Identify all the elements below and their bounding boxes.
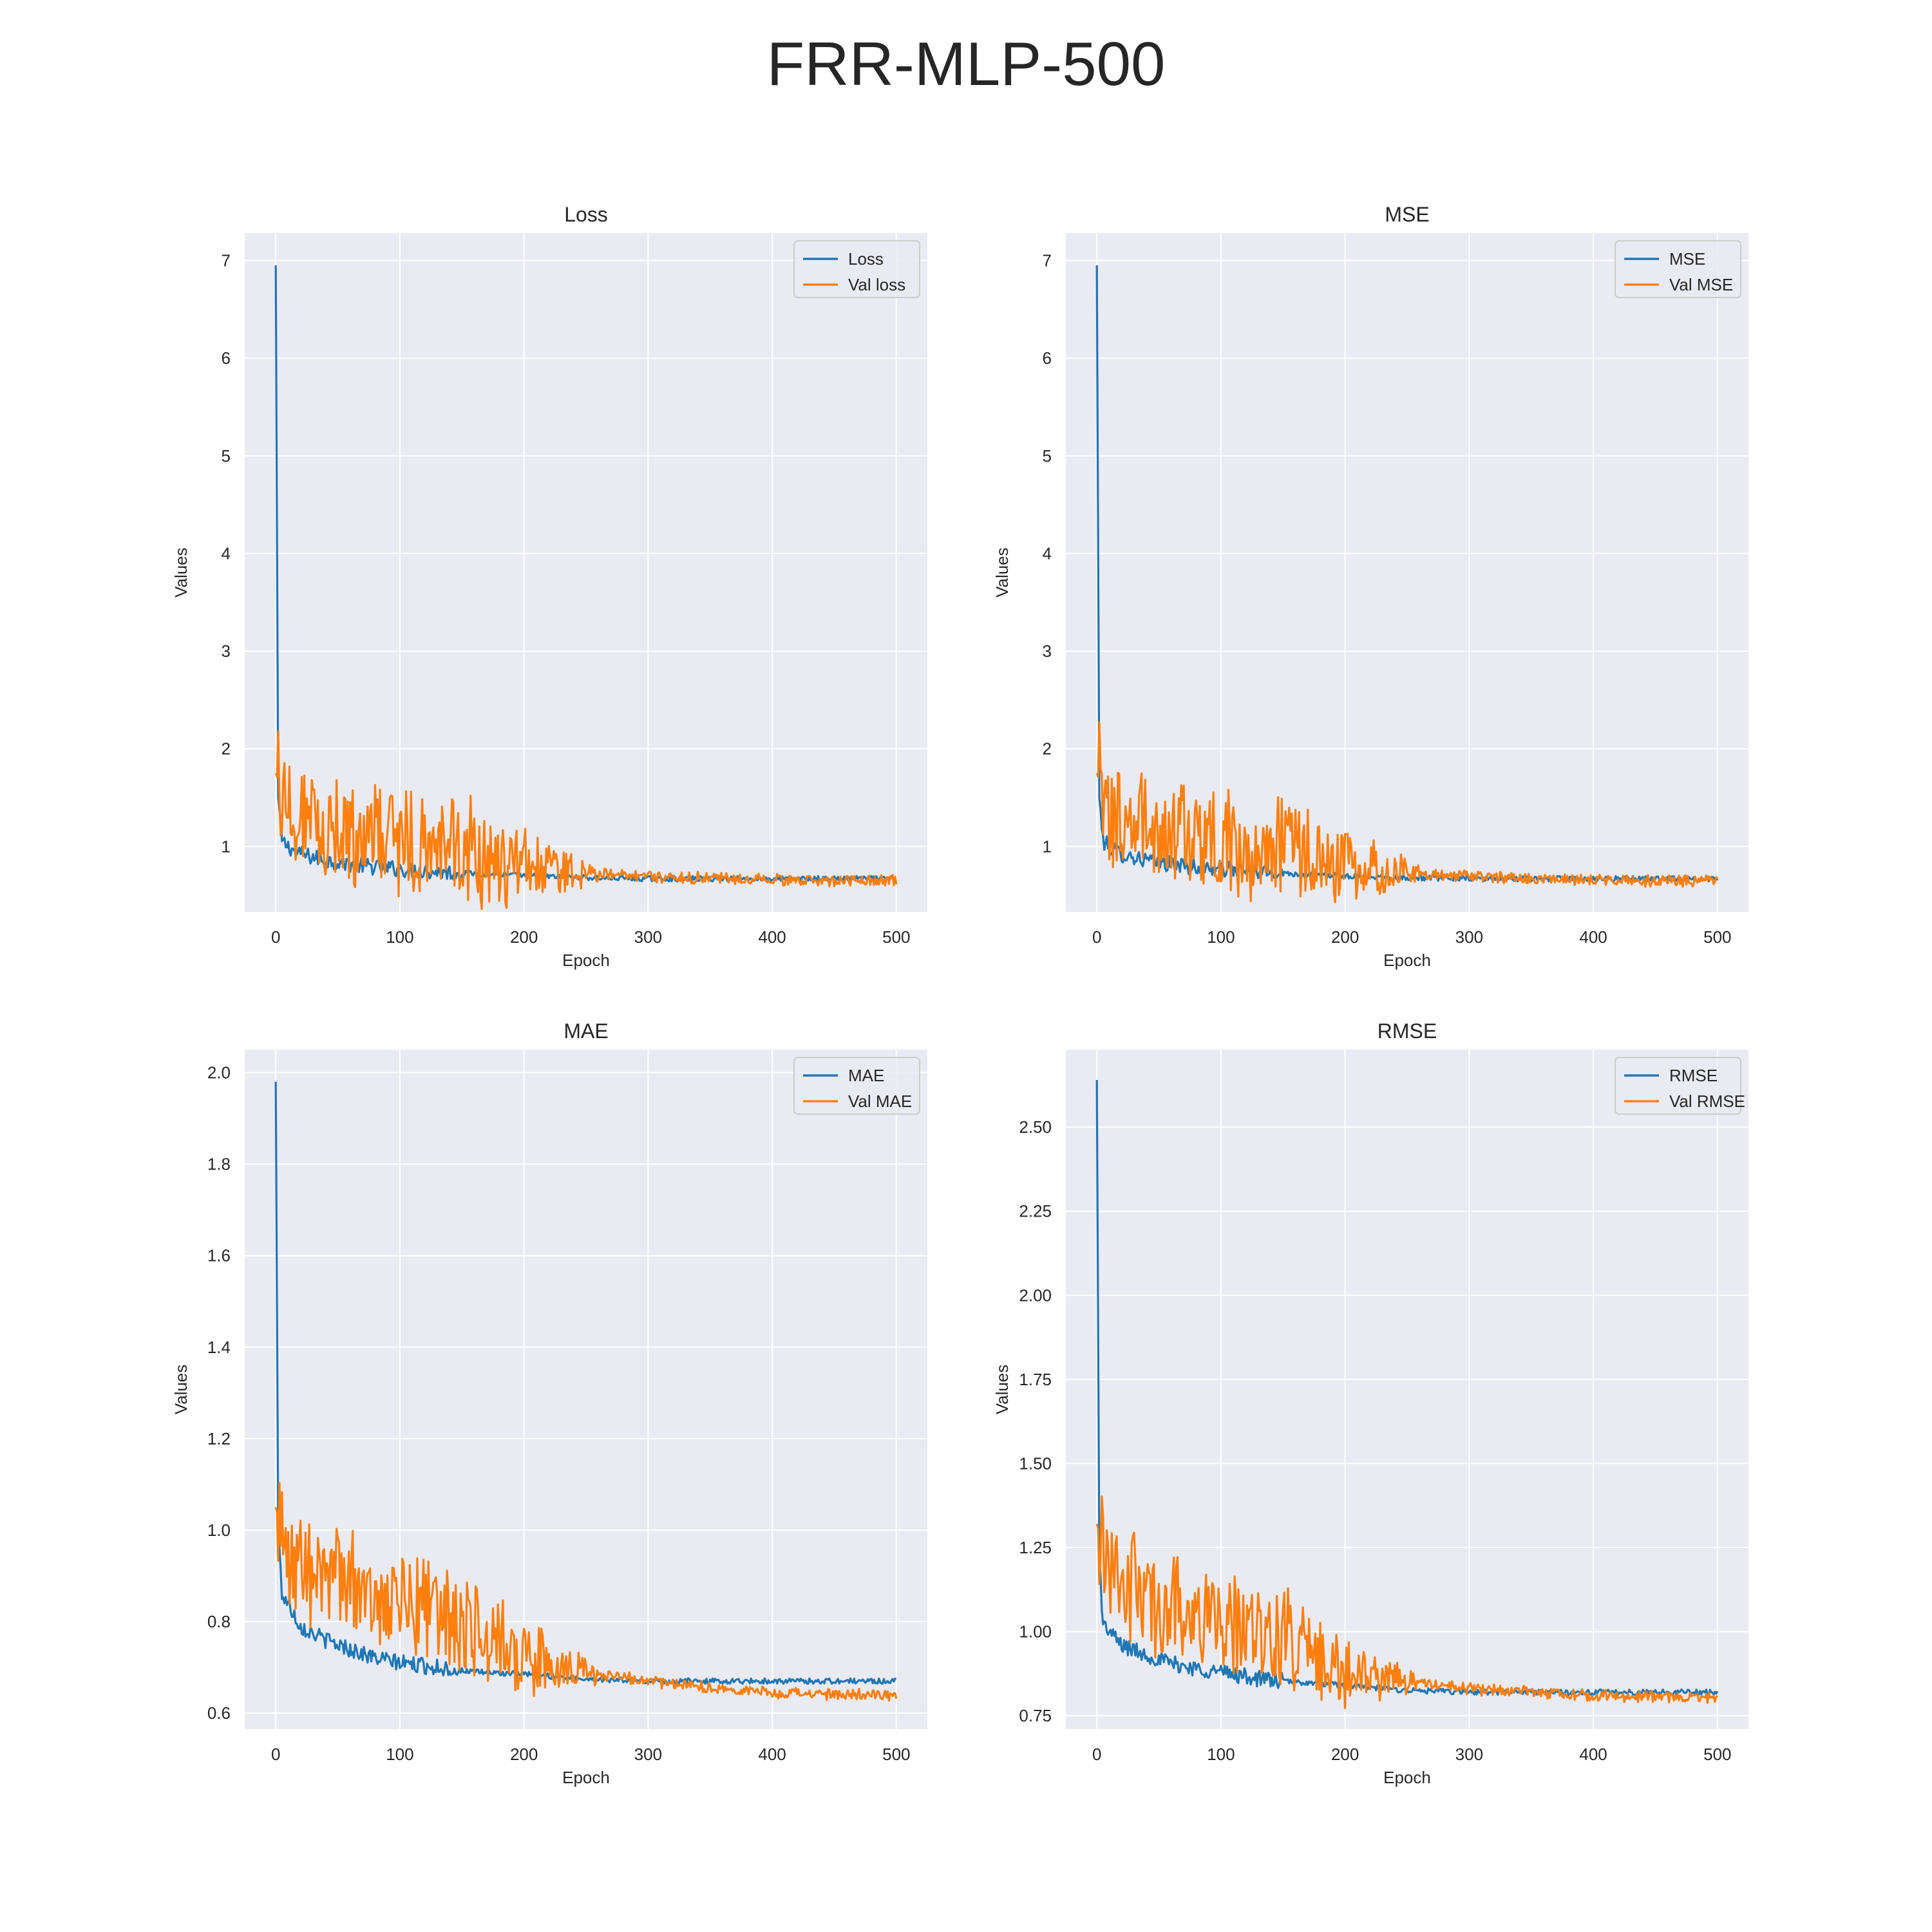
- x-tick-label: 100: [386, 1745, 413, 1764]
- x-tick-label: 200: [510, 1745, 538, 1764]
- y-tick-label: 2: [1043, 739, 1052, 759]
- y-tick-label: 0.75: [1019, 1706, 1052, 1725]
- y-tick-label: 2.00: [1019, 1285, 1052, 1305]
- x-tick-label: 500: [882, 927, 910, 947]
- x-tick-label: 200: [1331, 1745, 1359, 1764]
- y-axis-label: Values: [171, 1365, 191, 1415]
- y-tick-label: 4: [1043, 544, 1052, 563]
- y-axis-label: Values: [171, 547, 191, 598]
- y-tick-label: 7: [222, 251, 231, 270]
- y-tick-label: 4: [222, 544, 231, 563]
- y-tick-label: 0.6: [207, 1703, 231, 1723]
- y-tick-label: 5: [1043, 446, 1052, 466]
- y-tick-label: 3: [1043, 641, 1052, 661]
- y-tick-label: 1: [222, 837, 231, 856]
- series-line-val-mae: [274, 1482, 898, 1702]
- x-axis-label: Epoch: [562, 1768, 610, 1787]
- x-tick-label: 100: [386, 927, 413, 947]
- y-tick-label: 2: [222, 739, 231, 759]
- y-tick-label: 5: [222, 446, 231, 466]
- x-tick-label: 300: [1455, 1745, 1483, 1764]
- y-tick-label: 6: [222, 348, 231, 368]
- series-line-val-mse: [1095, 721, 1719, 904]
- legend-label: Val MAE: [848, 1092, 912, 1111]
- y-tick-label: 1.2: [207, 1429, 231, 1448]
- chart-panel-mae: 0 100 200 300 400 500 0.6 0.8 1.0 1.2 1.4 1.6 1.8 2.0…: [171, 1019, 927, 1787]
- x-axis-label: Epoch: [562, 951, 610, 970]
- series-line-mae: [274, 1081, 897, 1685]
- x-tick-label: 500: [1703, 927, 1731, 947]
- figure-title: FRR-MLP-500: [766, 30, 1166, 99]
- chart-title: MSE: [1385, 203, 1429, 226]
- y-tick-label: 1: [1043, 837, 1052, 856]
- plot-area: [245, 233, 927, 912]
- x-axis-label: Epoch: [1383, 951, 1431, 970]
- chart-title: MAE: [564, 1019, 608, 1043]
- x-tick-label: 400: [1579, 1745, 1607, 1764]
- x-tick-label: 400: [1579, 927, 1607, 947]
- legend-label: RMSE: [1669, 1066, 1718, 1085]
- legend-label: Loss: [848, 249, 884, 269]
- y-tick-label: 1.4: [207, 1338, 231, 1357]
- legend-label: Val loss: [848, 275, 905, 294]
- legend-box: [793, 240, 920, 298]
- x-tick-label: 0: [1092, 927, 1101, 947]
- chart-panel-rmse: 0 100 200 300 400 500 0.75 1.00 1.25 1.50 1.75 2.00…: [992, 1019, 1748, 1787]
- series-line-val-rmse: [1095, 1495, 1718, 1710]
- plot-area: [1066, 233, 1748, 912]
- y-tick-label: 7: [1043, 251, 1052, 270]
- y-tick-label: 1.8: [207, 1155, 231, 1174]
- legend-label: Val MSE: [1669, 275, 1733, 294]
- y-tick-label: 3: [222, 641, 231, 661]
- x-tick-label: 100: [1207, 927, 1235, 947]
- x-tick-label: 100: [1207, 1745, 1235, 1764]
- x-tick-label: 500: [882, 1745, 910, 1764]
- x-tick-label: 200: [1331, 927, 1359, 947]
- y-tick-label: 2.0: [207, 1063, 231, 1083]
- y-tick-label: 1.25: [1019, 1538, 1052, 1557]
- x-tick-label: 200: [510, 927, 538, 947]
- x-tick-label: 300: [1455, 927, 1483, 947]
- y-tick-label: 0.8: [207, 1612, 231, 1631]
- legend-label: MSE: [1669, 249, 1705, 269]
- chart-panel-mse: 0 100 200 300 400 500 1 2 3 4 5 6 7 MSE Epoch Values MSE…: [992, 203, 1748, 970]
- y-tick-label: 1.00: [1019, 1622, 1052, 1642]
- x-tick-label: 0: [271, 1745, 280, 1764]
- legend-box: [1615, 1057, 1741, 1115]
- legend-box: [1615, 240, 1741, 298]
- legend-label: MAE: [848, 1066, 884, 1085]
- x-tick-label: 300: [634, 1745, 662, 1764]
- legend-label: Val RMSE: [1669, 1092, 1745, 1111]
- y-axis-label: Values: [992, 547, 1012, 598]
- chart-title: Loss: [564, 203, 608, 226]
- y-tick-label: 6: [1043, 348, 1052, 368]
- x-tick-label: 500: [1703, 1745, 1731, 1764]
- y-tick-label: 2.50: [1019, 1117, 1052, 1137]
- chart-title: RMSE: [1378, 1019, 1437, 1043]
- x-tick-label: 400: [758, 1745, 786, 1764]
- series-line-val-loss: [274, 730, 898, 911]
- y-tick-label: 1.6: [207, 1246, 231, 1265]
- x-tick-label: 0: [1092, 1745, 1101, 1764]
- x-tick-label: 400: [758, 927, 786, 947]
- y-axis-label: Values: [992, 1365, 1012, 1415]
- y-tick-label: 2.25: [1019, 1202, 1052, 1221]
- y-tick-label: 1.50: [1019, 1454, 1052, 1473]
- x-tick-label: 300: [634, 927, 662, 947]
- plot-area: [245, 1050, 927, 1729]
- x-tick-label: 0: [271, 927, 280, 947]
- y-tick-label: 1.0: [207, 1520, 231, 1540]
- legend-box: [793, 1057, 920, 1115]
- y-tick-label: 1.75: [1019, 1370, 1052, 1389]
- x-axis-label: Epoch: [1383, 1768, 1431, 1787]
- chart-panel-loss: 0 100 200 300 400 500 1 2 3 4 5 6 7 Loss Epoch Values Lo…: [171, 203, 927, 970]
